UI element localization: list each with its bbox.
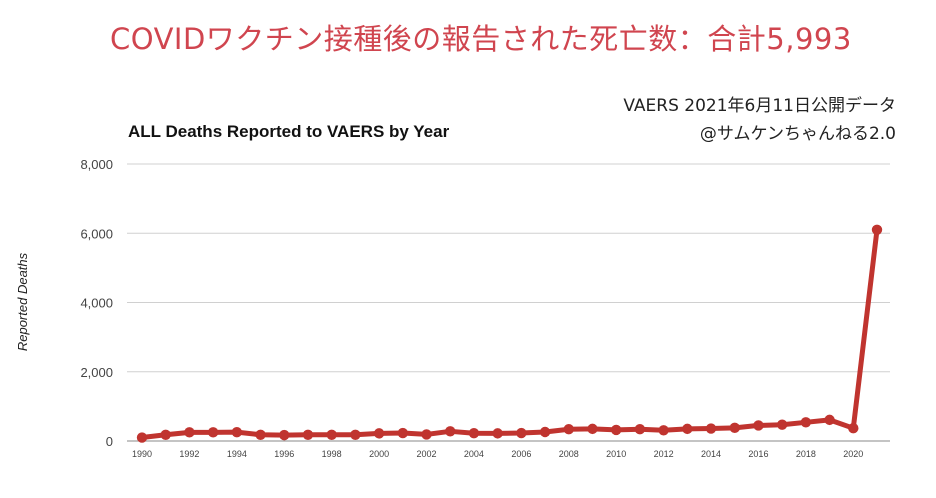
x-tick-label: 2018 [796, 449, 816, 459]
data-point [468, 428, 480, 439]
data-point [136, 432, 148, 443]
data-point [800, 417, 812, 428]
data-point [871, 224, 883, 235]
x-tick-label: 2016 [748, 449, 768, 459]
data-point [848, 422, 859, 434]
data-point [753, 420, 764, 431]
y-tick-label: 8,000 [80, 157, 113, 172]
source-date: VAERS 2021年6月11日公開データ [623, 96, 896, 116]
data-point [255, 429, 266, 440]
data-point [492, 428, 503, 439]
x-tick-label: 1990 [132, 449, 152, 459]
y-tick-label: 6,000 [80, 226, 113, 241]
y-tick-label: 0 [106, 434, 113, 449]
data-point [634, 424, 646, 435]
data-point [563, 424, 574, 435]
data-point [326, 429, 337, 440]
data-point [705, 423, 717, 434]
y-tick-label: 2,000 [80, 365, 113, 380]
x-tick-label: 1996 [274, 449, 294, 459]
data-point [184, 427, 195, 438]
x-tick-label: 2004 [464, 449, 484, 459]
data-point [279, 429, 290, 441]
y-axis-ticks: 0 2,000 4,000 6,000 8,000 [80, 157, 113, 449]
x-tick-label: 1994 [227, 449, 247, 459]
x-tick-label: 1992 [179, 449, 199, 459]
data-point [587, 423, 598, 435]
data-point [539, 426, 551, 438]
x-tick-label: 2000 [369, 449, 389, 459]
data-point [302, 429, 314, 440]
y-tick-label: 4,000 [80, 296, 113, 311]
headline: COVIDワクチン接種後の報告された死亡数：合計5,993 [110, 22, 852, 56]
data-point [445, 426, 456, 437]
grid-lines [127, 163, 890, 442]
source-note: VAERS 2021年6月11日公開データ @サムケンちゃんねる2.0 [623, 92, 896, 148]
data-point [373, 428, 385, 439]
data-point [824, 414, 835, 426]
chart-title: ALL Deaths Reported to VAERS by Year [128, 122, 450, 141]
source-credit: @サムケンちゃんねる2.0 [699, 124, 896, 144]
data-point [610, 424, 622, 436]
x-tick-label: 1998 [322, 449, 342, 459]
data-point [160, 429, 171, 440]
data-point [682, 423, 693, 435]
data-point [421, 429, 432, 440]
data-point [729, 422, 740, 434]
x-tick-label: 2006 [511, 449, 531, 459]
series-deaths [136, 224, 883, 443]
data-point [207, 427, 219, 438]
x-tick-label: 2002 [417, 449, 437, 459]
series-line [139, 227, 880, 441]
data-point [658, 425, 669, 436]
x-tick-label: 2014 [701, 449, 721, 459]
x-tick-label: 2008 [559, 449, 579, 459]
data-point [776, 419, 788, 430]
y-axis-label: Reported Deaths [15, 252, 30, 351]
data-point [350, 429, 361, 440]
x-tick-label: 2020 [843, 449, 863, 459]
data-point [397, 427, 409, 439]
data-point [516, 427, 527, 439]
data-point [231, 426, 243, 438]
x-axis-ticks: 1990 1992 1994 1996 1998 2000 2002 2004 2006 2008… [132, 449, 863, 459]
x-tick-label: 2012 [654, 449, 674, 459]
x-tick-label: 2010 [606, 449, 626, 459]
